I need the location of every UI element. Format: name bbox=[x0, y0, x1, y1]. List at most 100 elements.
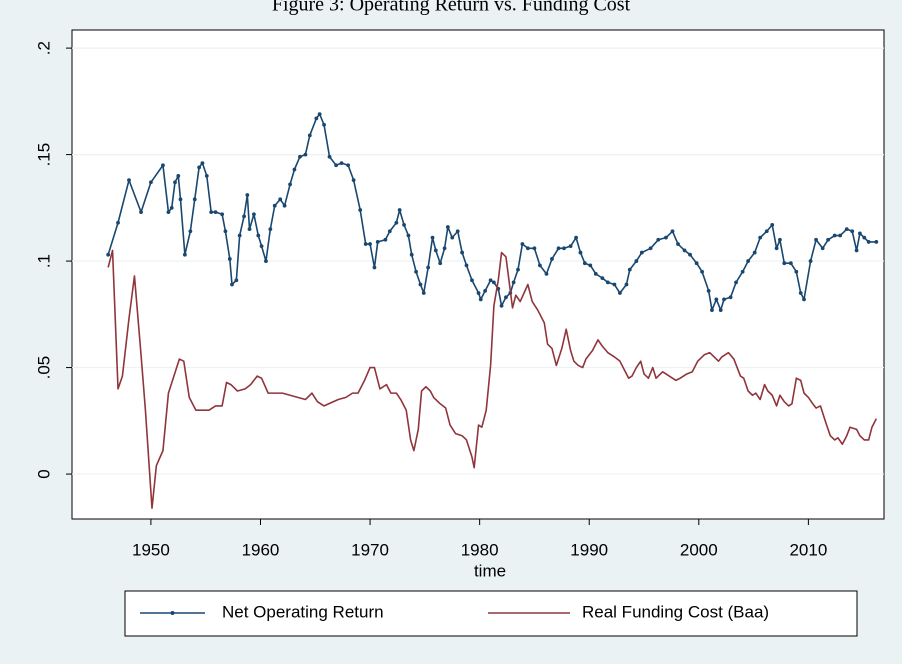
data-point bbox=[488, 278, 493, 283]
series-line bbox=[107, 113, 877, 311]
data-point bbox=[426, 265, 431, 270]
x-tick-label: 1990 bbox=[570, 540, 608, 559]
x-axis-label: time bbox=[474, 561, 506, 580]
legend-marker bbox=[170, 611, 175, 615]
data-point bbox=[204, 173, 209, 178]
data-point bbox=[327, 154, 332, 159]
data-point bbox=[770, 222, 775, 227]
data-point bbox=[197, 165, 202, 170]
data-point bbox=[714, 297, 719, 302]
data-point bbox=[176, 173, 181, 178]
data-point bbox=[532, 246, 537, 251]
data-point bbox=[802, 297, 806, 302]
data-point bbox=[491, 280, 496, 285]
data-point bbox=[670, 229, 675, 234]
data-point bbox=[106, 252, 111, 257]
y-tick-label: .05 bbox=[34, 356, 53, 380]
data-point bbox=[578, 250, 583, 255]
data-point bbox=[470, 278, 474, 283]
data-point bbox=[220, 212, 225, 217]
data-point bbox=[740, 269, 745, 274]
x-tick-label: 2010 bbox=[789, 540, 827, 559]
legend-label: Real Funding Cost (Baa) bbox=[582, 602, 769, 621]
data-point bbox=[752, 250, 757, 255]
y-tick-label: .2 bbox=[34, 41, 53, 55]
data-point bbox=[230, 282, 234, 287]
data-point bbox=[568, 244, 573, 249]
data-point bbox=[116, 220, 120, 225]
data-point bbox=[605, 280, 610, 285]
data-point bbox=[317, 112, 322, 117]
data-point bbox=[862, 235, 867, 240]
data-point bbox=[850, 229, 855, 234]
data-point bbox=[223, 229, 228, 234]
data-point bbox=[418, 282, 423, 287]
data-point bbox=[409, 252, 414, 257]
data-point bbox=[582, 261, 587, 266]
data-point bbox=[282, 203, 287, 208]
data-point bbox=[383, 237, 388, 242]
data-point bbox=[520, 242, 525, 246]
data-point bbox=[476, 291, 481, 295]
data-point bbox=[656, 237, 661, 242]
data-point bbox=[593, 271, 598, 276]
data-point bbox=[624, 282, 629, 287]
data-point bbox=[252, 212, 256, 217]
data-point bbox=[433, 248, 438, 253]
data-point bbox=[268, 227, 273, 232]
data-point bbox=[574, 235, 578, 240]
data-point bbox=[588, 263, 593, 268]
data-point bbox=[544, 271, 549, 276]
data-point bbox=[688, 252, 692, 257]
data-point bbox=[746, 259, 751, 263]
data-point bbox=[562, 246, 566, 251]
data-point bbox=[764, 229, 769, 234]
data-point bbox=[664, 235, 668, 240]
data-point bbox=[682, 248, 687, 253]
data-point bbox=[351, 178, 356, 183]
data-point bbox=[387, 229, 392, 234]
data-point bbox=[694, 261, 699, 266]
data-point bbox=[358, 208, 363, 212]
data-point bbox=[826, 237, 831, 242]
data-point bbox=[375, 240, 380, 244]
data-point bbox=[421, 291, 426, 295]
data-point bbox=[438, 261, 443, 266]
data-point bbox=[298, 154, 302, 159]
data-point bbox=[322, 122, 326, 127]
data-point bbox=[256, 233, 261, 238]
data-point bbox=[676, 242, 680, 246]
x-tick-label: 1950 bbox=[132, 540, 170, 559]
data-point bbox=[710, 308, 714, 312]
data-point bbox=[178, 197, 183, 202]
data-point bbox=[832, 233, 837, 238]
data-point bbox=[838, 233, 843, 238]
data-point bbox=[363, 242, 368, 246]
data-point bbox=[227, 257, 232, 261]
x-tick-label: 1960 bbox=[242, 540, 280, 559]
data-point bbox=[814, 237, 818, 242]
data-point bbox=[394, 220, 399, 225]
chart-title: Figure 3: Operating Return vs. Funding C… bbox=[272, 0, 631, 16]
data-point bbox=[639, 250, 644, 255]
data-point bbox=[516, 267, 520, 272]
data-point bbox=[820, 246, 825, 251]
data-point bbox=[127, 178, 131, 183]
data-point bbox=[538, 263, 542, 268]
data-point bbox=[237, 233, 242, 238]
data-point bbox=[634, 259, 639, 263]
data-point bbox=[728, 295, 733, 300]
data-point bbox=[368, 242, 372, 246]
data-point bbox=[372, 265, 377, 270]
data-point bbox=[442, 246, 447, 251]
data-point bbox=[874, 240, 879, 244]
data-point bbox=[798, 291, 803, 295]
data-point bbox=[166, 210, 171, 214]
data-point bbox=[627, 267, 632, 272]
data-point bbox=[504, 295, 508, 300]
data-point bbox=[706, 288, 711, 293]
data-point bbox=[213, 210, 218, 214]
data-point bbox=[200, 161, 205, 166]
data-point bbox=[264, 259, 268, 263]
data-point bbox=[314, 116, 319, 121]
